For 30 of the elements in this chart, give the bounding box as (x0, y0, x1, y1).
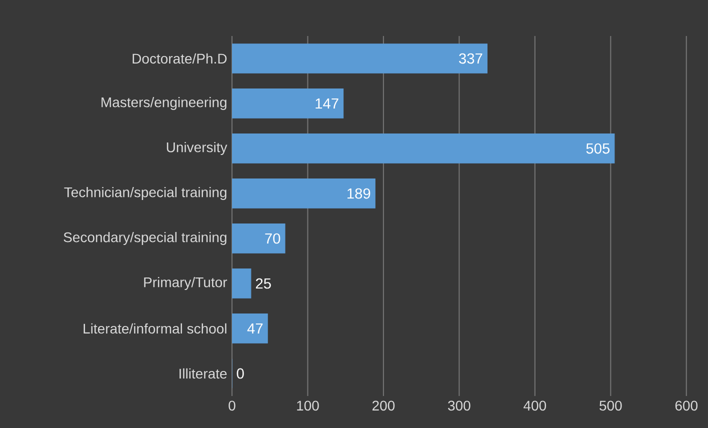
y-tick-label: Primary/Tutor (144, 276, 228, 290)
y-tick-label: Illiterate (180, 368, 227, 379)
y-tick-label: Masters/engineering (102, 96, 226, 110)
x-tick-label: 200 (372, 400, 395, 411)
x-tick-label: 100 (297, 400, 319, 411)
bar (232, 224, 286, 254)
y-tick-label: Secondary/special training (64, 232, 226, 246)
x-tick-label: 600 (675, 400, 698, 411)
data-label: 70 (265, 233, 280, 244)
bar (232, 178, 376, 208)
y-tick-label: Literate/informal school (84, 323, 226, 334)
data-label: 189 (348, 188, 370, 199)
bar (232, 44, 488, 74)
x-tick-label: 400 (524, 400, 546, 411)
bar (232, 88, 344, 118)
data-label: 25 (256, 278, 271, 289)
bar (232, 268, 252, 298)
x-tick-label: 300 (448, 400, 470, 411)
x-tick-label: 500 (600, 400, 622, 411)
data-label: 147 (316, 98, 338, 109)
bar (232, 314, 268, 344)
data-label: 337 (459, 53, 482, 64)
y-tick-label: Technician/special training (64, 186, 226, 200)
data-label: 505 (586, 143, 610, 154)
data-label: 47 (247, 323, 263, 334)
x-tick-label: 0 (228, 400, 236, 411)
y-tick-label: University (166, 142, 228, 156)
data-label: 0 (236, 368, 244, 379)
y-tick-label: Doctorate/Ph.D (132, 53, 227, 64)
bar (232, 134, 615, 164)
